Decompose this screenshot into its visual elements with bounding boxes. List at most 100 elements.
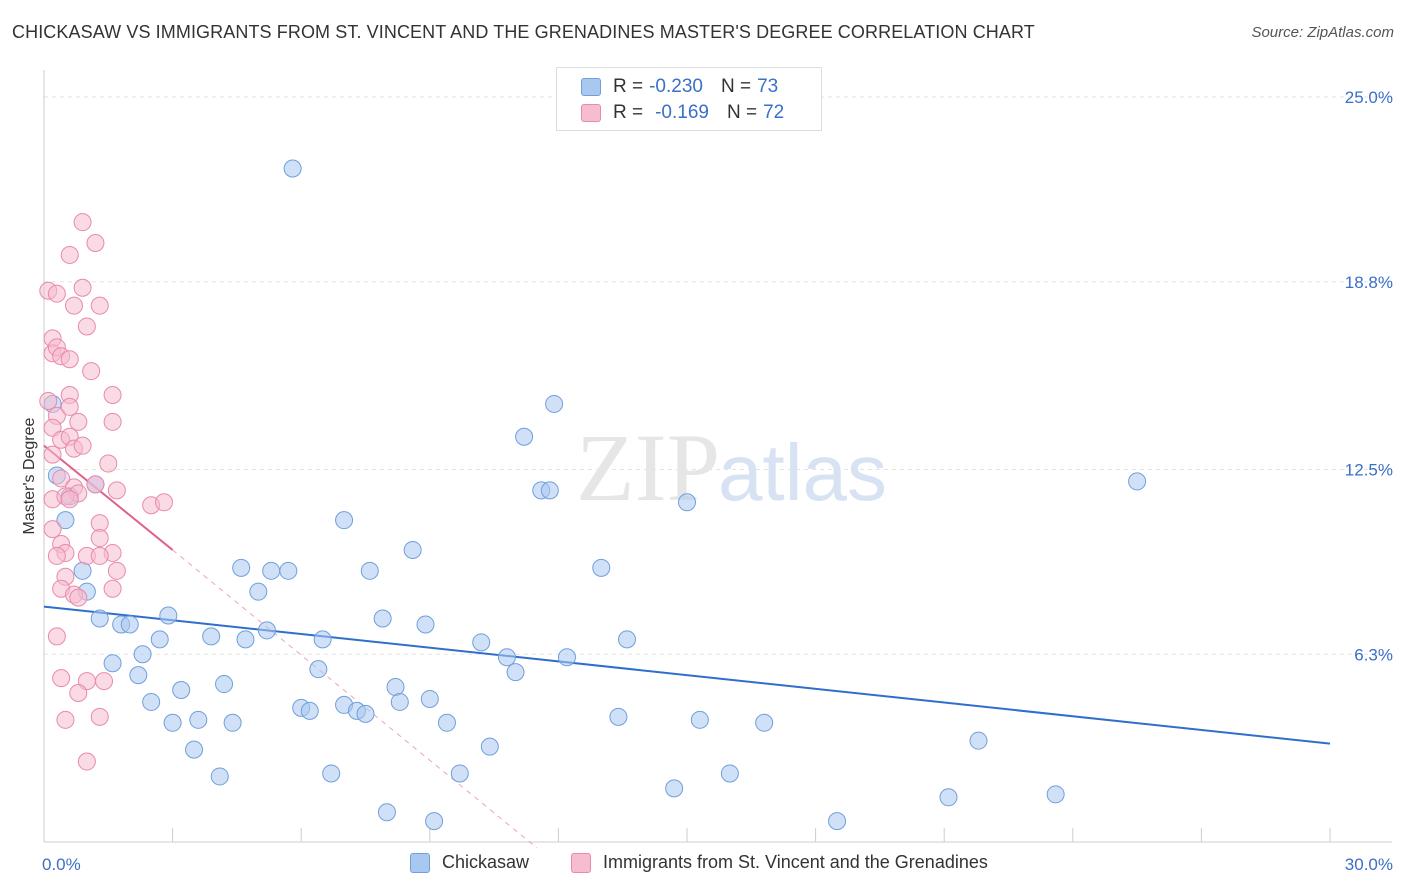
point-chickasaw	[828, 812, 847, 831]
point-chickasaw	[129, 666, 148, 685]
point-chickasaw	[189, 710, 208, 729]
legend-item-immigrants: Immigrants from St. Vincent and the Gren…	[571, 852, 988, 873]
source-label: Source: ZipAtlas.com	[1251, 24, 1394, 41]
point-chickasaw	[403, 540, 422, 559]
point-chickasaw	[939, 788, 958, 807]
y-tick-label: 6.3%	[1354, 645, 1393, 664]
point-chickasaw	[506, 663, 525, 682]
point-chickasaw	[450, 764, 469, 783]
series-legend: Chickasaw Immigrants from St. Vincent an…	[0, 852, 1406, 876]
point-chickasaw	[120, 615, 139, 634]
point-chickasaw	[215, 675, 234, 694]
point-immigrants	[56, 710, 75, 729]
point-immigrants	[95, 672, 114, 691]
point-chickasaw	[262, 561, 281, 580]
point-immigrants	[103, 412, 122, 431]
point-chickasaw	[472, 633, 491, 652]
point-immigrants	[69, 588, 88, 607]
point-immigrants	[65, 296, 84, 315]
r-label: R =	[613, 102, 644, 123]
legend-swatch-immigrants	[581, 104, 601, 122]
point-immigrants	[90, 546, 109, 565]
point-chickasaw	[56, 511, 75, 530]
point-chickasaw	[133, 645, 152, 664]
point-chickasaw	[249, 582, 268, 601]
point-chickasaw	[690, 710, 709, 729]
point-chickasaw	[416, 615, 435, 634]
point-chickasaw	[257, 621, 276, 640]
point-immigrants	[47, 284, 66, 303]
y-tick-label: 18.8%	[1345, 273, 1393, 292]
point-immigrants	[90, 707, 109, 726]
point-immigrants	[60, 397, 79, 416]
tick-labels: 6.3% 12.5% 18.8% 25.0% 0.0% 30.0%	[42, 88, 1393, 874]
point-chickasaw	[210, 767, 229, 786]
point-immigrants	[60, 350, 79, 369]
point-immigrants	[43, 520, 62, 539]
point-chickasaw	[592, 558, 611, 577]
point-immigrants	[107, 561, 126, 580]
points-chickasaw	[43, 159, 1147, 831]
point-chickasaw	[283, 159, 302, 178]
point-chickasaw	[377, 803, 396, 822]
point-immigrants	[77, 752, 96, 771]
points-immigrants	[39, 213, 174, 771]
point-immigrants	[60, 490, 79, 509]
trend-extension-immigrants	[172, 549, 538, 849]
watermark-atlas: atlas	[718, 428, 887, 517]
point-chickasaw	[360, 561, 379, 580]
point-chickasaw	[223, 713, 242, 732]
point-chickasaw	[322, 764, 341, 783]
point-chickasaw	[90, 609, 109, 628]
point-chickasaw	[202, 627, 221, 646]
n-value: 72	[763, 102, 785, 123]
point-immigrants	[69, 412, 88, 431]
point-chickasaw	[437, 713, 456, 732]
point-chickasaw	[103, 654, 122, 673]
point-immigrants	[73, 278, 92, 297]
point-chickasaw	[425, 812, 444, 831]
point-chickasaw	[609, 707, 628, 726]
x-tick-label: 30.0%	[1345, 855, 1393, 874]
grid-lines	[44, 96, 1392, 655]
point-chickasaw	[185, 740, 204, 759]
point-chickasaw	[163, 713, 182, 732]
point-immigrants	[99, 454, 118, 473]
legend-swatch-chickasaw	[581, 78, 601, 96]
correlation-legend: R = -0.230 N = 73 R = -0.169 N = 72	[556, 67, 822, 131]
r-value: -0.169	[655, 102, 709, 123]
point-chickasaw	[557, 648, 576, 667]
point-chickasaw	[480, 737, 499, 756]
point-chickasaw	[755, 713, 774, 732]
point-chickasaw	[172, 681, 191, 700]
point-chickasaw	[279, 561, 298, 580]
legend-row-chickasaw: R = -0.230 N = 73	[581, 75, 778, 99]
point-immigrants	[82, 362, 101, 381]
point-chickasaw	[356, 704, 375, 723]
r-value: -0.230	[649, 76, 703, 97]
watermark-zip: ZIP	[576, 414, 720, 521]
r-label: R =	[613, 76, 644, 97]
point-immigrants	[103, 579, 122, 598]
point-chickasaw	[617, 630, 636, 649]
point-chickasaw	[390, 692, 409, 711]
legend-swatch-chickasaw	[410, 852, 430, 873]
point-immigrants	[90, 296, 109, 315]
point-chickasaw	[540, 481, 559, 500]
point-chickasaw	[420, 689, 439, 708]
trend-line-immigrants	[43, 444, 174, 551]
point-chickasaw	[386, 678, 405, 697]
legend-item-chickasaw: Chickasaw	[410, 852, 529, 873]
point-immigrants	[155, 493, 174, 512]
point-immigrants	[43, 445, 62, 464]
point-chickasaw	[142, 692, 161, 711]
point-immigrants	[47, 546, 66, 565]
point-immigrants	[77, 317, 96, 336]
data-points	[39, 159, 1147, 831]
legend-label-chickasaw: Chickasaw	[442, 852, 530, 872]
point-immigrants	[86, 234, 105, 253]
point-immigrants	[73, 213, 92, 232]
point-immigrants	[47, 627, 66, 646]
point-chickasaw	[665, 779, 684, 798]
